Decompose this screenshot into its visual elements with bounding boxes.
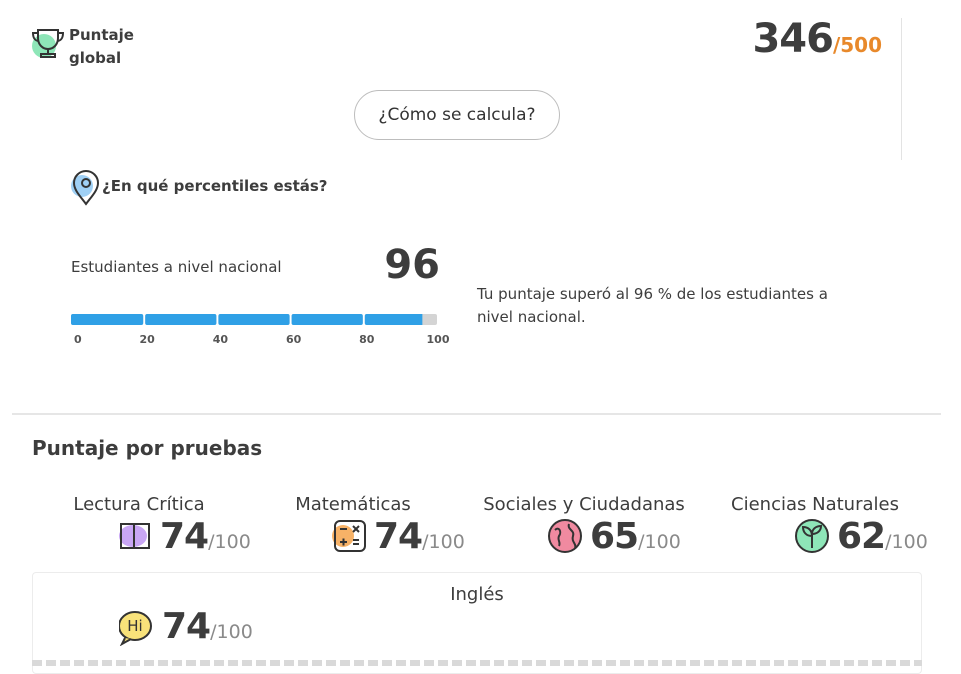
pin-icon [71,170,100,206]
test-icon [548,518,582,553]
test-score-row: 65/100 [547,516,681,557]
test-max: /100 [422,531,465,553]
test-score-row: 62/100 [794,516,928,557]
test-score: 74 [162,606,211,647]
test-icon [795,518,829,553]
test-score: 62 [837,516,886,557]
tick-label: 60 [286,333,302,346]
percentile-value: 96 [384,242,440,288]
separator [12,413,941,415]
tick-label: 40 [213,333,229,346]
section-title: Puntaje por pruebas [32,436,263,460]
divider [901,18,902,160]
card-edge [32,660,922,666]
test-icon [332,519,366,552]
tick-label: 0 [74,333,82,346]
test-score-row: Hi 74/100 [119,606,253,647]
test-name: Lectura Crítica [73,494,205,515]
test-max: /100 [208,531,251,553]
global-label: Puntaje global [69,26,134,67]
score: 346 [752,16,833,62]
test-max: /100 [885,531,928,553]
trophy-icon [31,29,65,58]
global-score: 346/500 [740,16,882,62]
test-name: Inglés [450,584,504,605]
test-score-row: 74/100 [331,516,465,557]
percentile-label: Estudiantes a nivel nacional [71,258,282,276]
test-name: Ciencias Naturales [731,494,899,515]
how-calculated-button[interactable]: ¿Cómo se calcula? [354,90,560,140]
percentile-question: ¿En qué percentiles estás? [102,177,328,195]
test-score: 65 [590,516,639,557]
percentile-bar: 0 20 40 60 80 100 [71,314,450,346]
svg-text:Hi: Hi [127,617,142,635]
test-name: Matemáticas [295,494,411,515]
tick-label: 20 [140,333,156,346]
score-max: /500 [832,33,882,57]
test-score-row: 74/100 [117,516,251,557]
percentile-description: Tu puntaje superó al 96 % de los estudia… [477,285,828,326]
test-icon [119,522,150,549]
test-score: 74 [374,516,423,557]
test-name: Sociales y Ciudadanas [483,494,685,515]
test-max: /100 [210,621,253,643]
test-score: 74 [160,516,209,557]
test-icon: Hi [119,610,152,646]
tick-label: 80 [359,333,375,346]
tick-label: 100 [427,333,450,346]
percentile-fill [71,314,423,325]
test-max: /100 [638,531,681,553]
